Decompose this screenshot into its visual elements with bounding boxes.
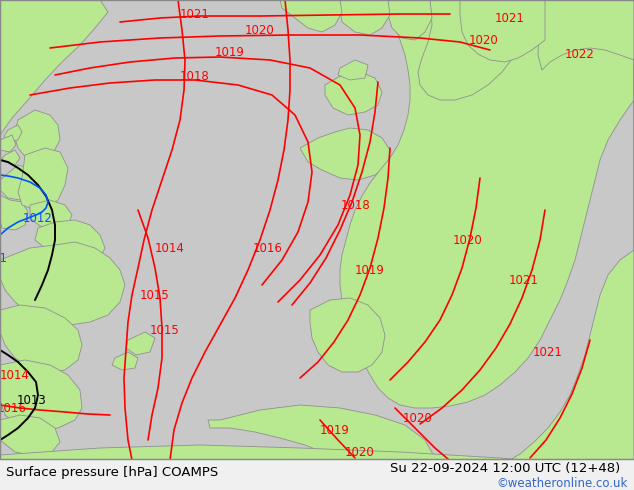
Polygon shape bbox=[4, 125, 22, 142]
Text: 1021: 1021 bbox=[509, 273, 539, 287]
Polygon shape bbox=[340, 0, 634, 408]
Polygon shape bbox=[0, 242, 125, 325]
Polygon shape bbox=[338, 60, 368, 80]
Text: 1014: 1014 bbox=[0, 368, 30, 382]
Text: 1018: 1018 bbox=[180, 70, 210, 82]
Text: 1014: 1014 bbox=[155, 242, 185, 254]
Polygon shape bbox=[126, 332, 155, 355]
Bar bbox=[0, 459, 634, 490]
Polygon shape bbox=[0, 305, 82, 372]
Polygon shape bbox=[0, 0, 30, 90]
Polygon shape bbox=[388, 0, 432, 40]
Polygon shape bbox=[310, 298, 385, 372]
Text: 1012: 1012 bbox=[23, 212, 53, 224]
Polygon shape bbox=[300, 128, 390, 180]
Polygon shape bbox=[418, 0, 530, 100]
Polygon shape bbox=[112, 352, 138, 370]
Text: 1020: 1020 bbox=[453, 234, 483, 246]
Polygon shape bbox=[2, 150, 20, 165]
Polygon shape bbox=[460, 0, 545, 62]
Text: 1021: 1021 bbox=[533, 345, 563, 359]
Text: 1020: 1020 bbox=[345, 445, 375, 459]
Text: 1021: 1021 bbox=[180, 7, 210, 21]
Text: Surface pressure [hPa] COAMPS: Surface pressure [hPa] COAMPS bbox=[6, 466, 218, 479]
Text: 1015: 1015 bbox=[140, 289, 170, 301]
Text: 1018: 1018 bbox=[341, 198, 371, 212]
Polygon shape bbox=[325, 72, 382, 115]
Text: 1013: 1013 bbox=[17, 393, 47, 407]
Polygon shape bbox=[538, 0, 634, 70]
Text: ©weatheronline.co.uk: ©weatheronline.co.uk bbox=[496, 476, 628, 490]
Polygon shape bbox=[208, 405, 435, 475]
Polygon shape bbox=[280, 0, 342, 32]
Polygon shape bbox=[0, 360, 82, 430]
Text: 1019: 1019 bbox=[355, 264, 385, 276]
Polygon shape bbox=[14, 110, 60, 162]
Text: 1019: 1019 bbox=[320, 423, 350, 437]
Polygon shape bbox=[475, 0, 634, 475]
Polygon shape bbox=[0, 0, 108, 135]
Polygon shape bbox=[0, 135, 16, 152]
Text: 1022: 1022 bbox=[565, 49, 595, 62]
Text: 1016: 1016 bbox=[0, 401, 27, 415]
Text: 1019: 1019 bbox=[215, 47, 245, 59]
Polygon shape bbox=[0, 0, 65, 100]
Polygon shape bbox=[18, 148, 68, 210]
Polygon shape bbox=[35, 220, 105, 262]
Polygon shape bbox=[0, 165, 32, 200]
Text: 1020: 1020 bbox=[245, 24, 275, 38]
Polygon shape bbox=[30, 200, 72, 228]
Polygon shape bbox=[0, 0, 85, 130]
Text: 1015: 1015 bbox=[150, 323, 180, 337]
Text: Su 22-09-2024 12:00 UTC (12+48): Su 22-09-2024 12:00 UTC (12+48) bbox=[390, 462, 620, 474]
Polygon shape bbox=[0, 415, 60, 456]
Text: 11: 11 bbox=[0, 251, 8, 265]
Text: 1021: 1021 bbox=[495, 11, 525, 24]
Polygon shape bbox=[0, 195, 28, 230]
Text: 1020: 1020 bbox=[469, 33, 499, 47]
Text: 1020: 1020 bbox=[403, 412, 433, 424]
Polygon shape bbox=[0, 445, 634, 475]
Text: 1016: 1016 bbox=[253, 242, 283, 254]
Polygon shape bbox=[340, 0, 390, 35]
